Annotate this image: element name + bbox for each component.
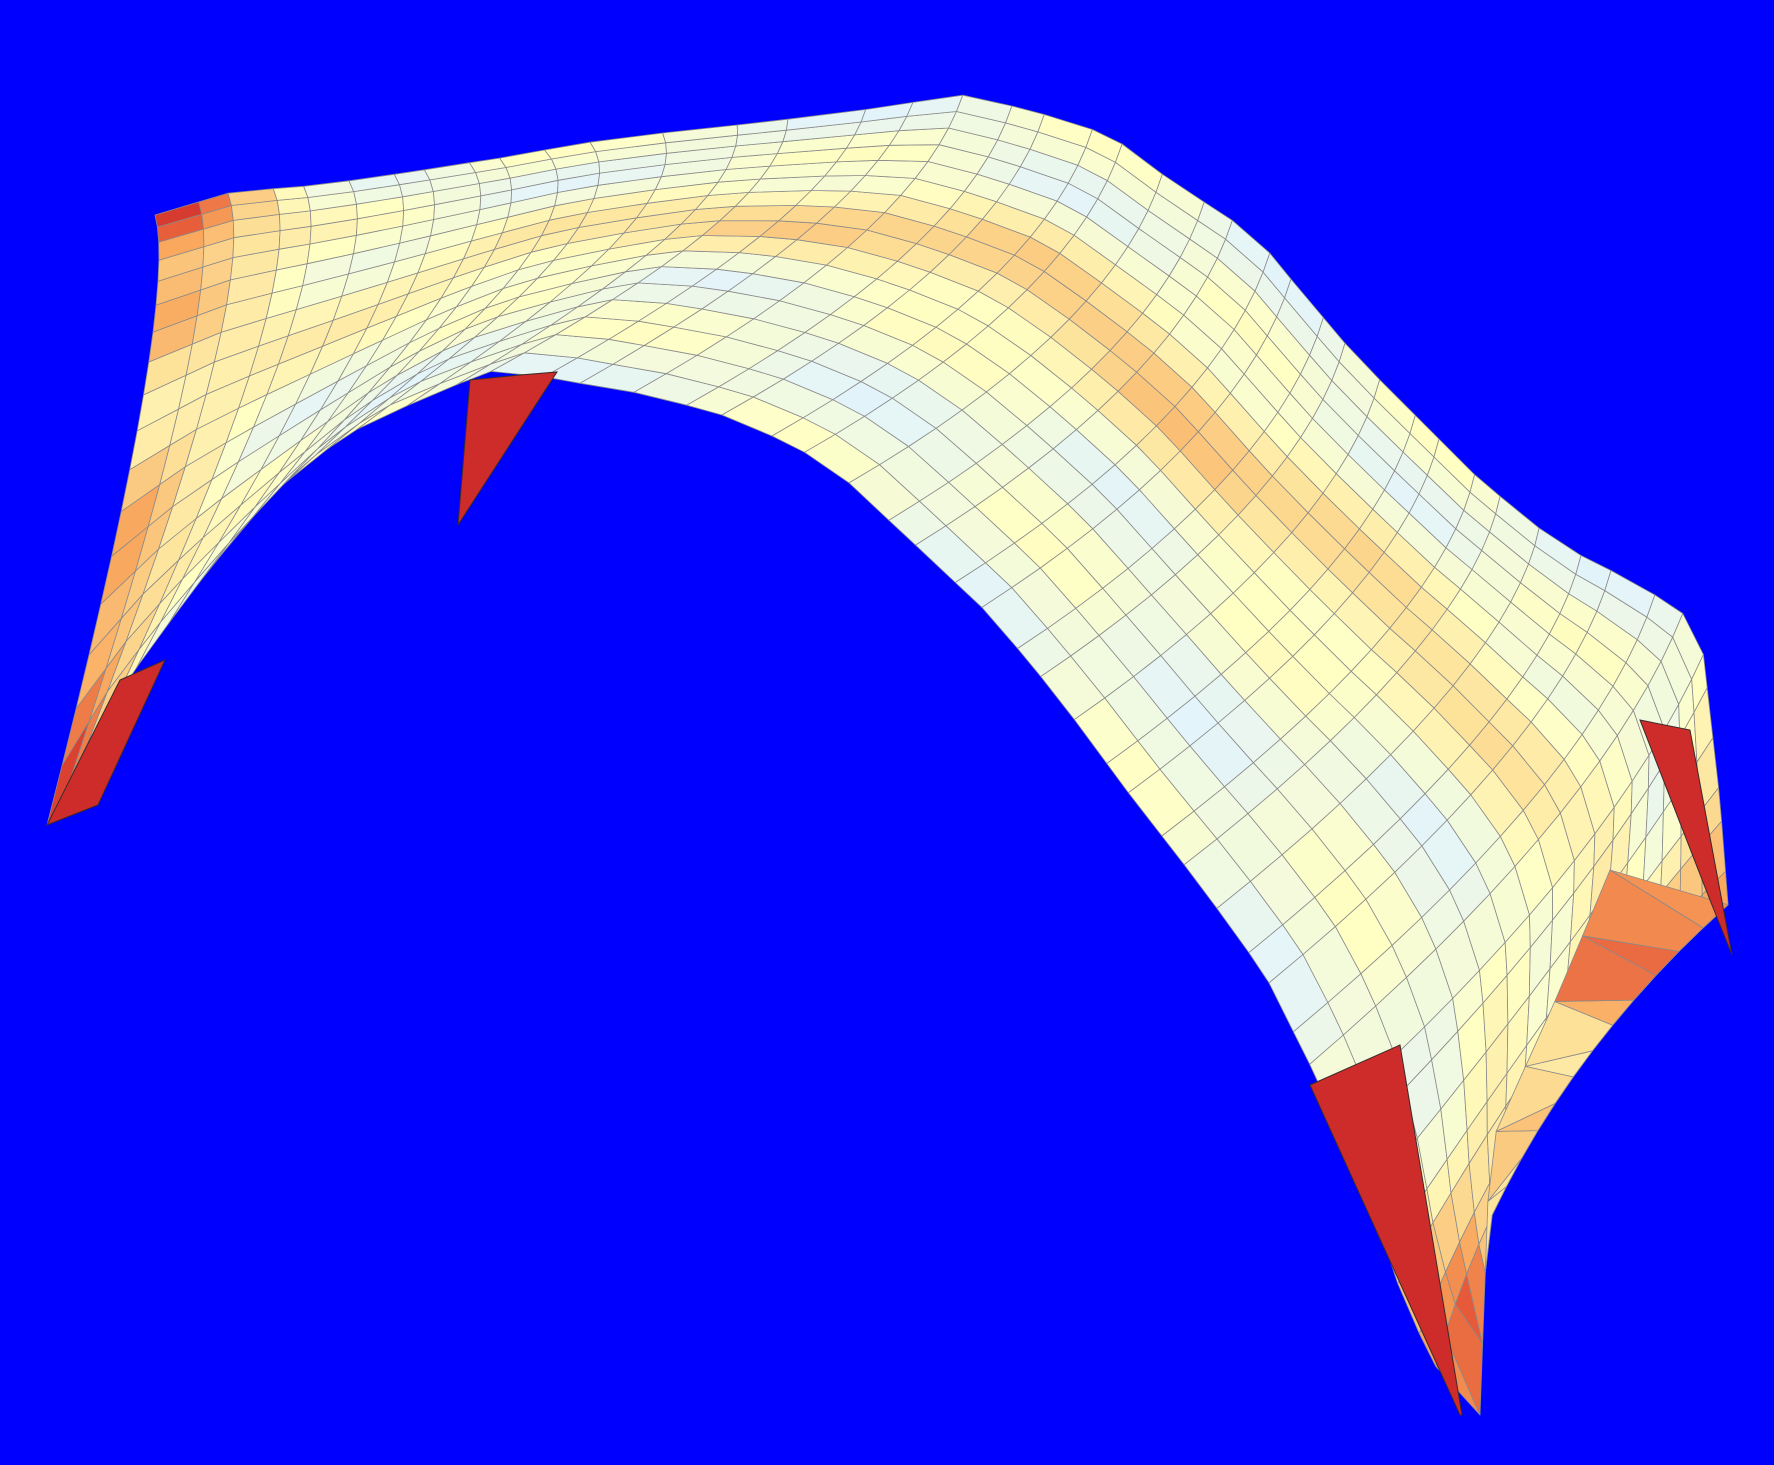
front-right-support-leg: [1309, 1044, 1463, 1416]
surface-mesh: [45, 94, 1733, 1416]
back-right-support-leg: [1639, 719, 1733, 956]
mesh-cell: [1609, 869, 1729, 929]
front-left-support-leg: [45, 659, 167, 826]
back-left-support-leg: [457, 371, 558, 526]
mesh-cell: [272, 185, 309, 201]
